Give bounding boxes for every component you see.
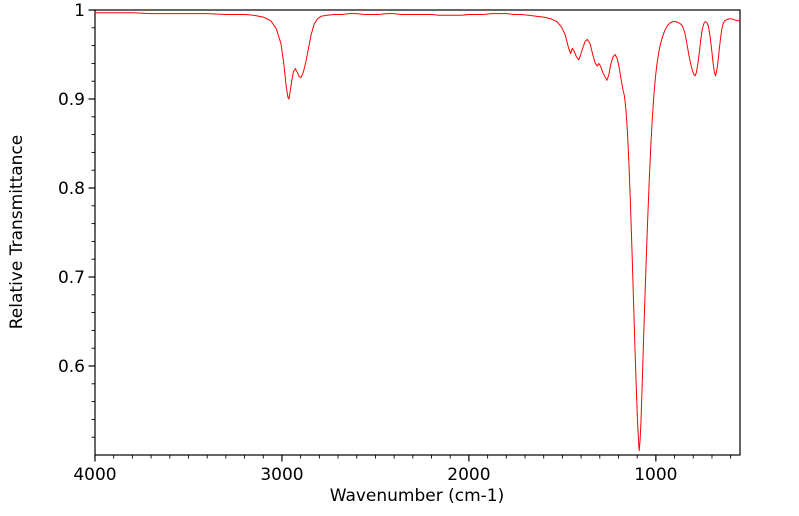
x-tick-label: 3000: [260, 465, 303, 485]
y-tick-label: 0.6: [58, 357, 85, 377]
y-tick-label: 0.7: [58, 268, 85, 288]
y-tick-label: 0.8: [58, 179, 85, 199]
x-tick-label: 2000: [447, 465, 490, 485]
plot-border: [94, 9, 741, 456]
axis-ticks: [88, 9, 732, 462]
y-tick-label: 0.9: [58, 90, 85, 110]
x-tick-label: 4000: [73, 465, 116, 485]
y-tick-label: 1: [74, 1, 85, 21]
x-axis-label: Wavenumber (cm-1): [330, 486, 505, 506]
y-axis-label: Relative Transmittance: [7, 135, 27, 330]
spectrum-line: [94, 12, 741, 452]
x-tick-label: 1000: [634, 465, 677, 485]
tick-labels: 4000 3000 2000 1000 1 0.9 0.8 0.7 0.6: [58, 1, 678, 485]
